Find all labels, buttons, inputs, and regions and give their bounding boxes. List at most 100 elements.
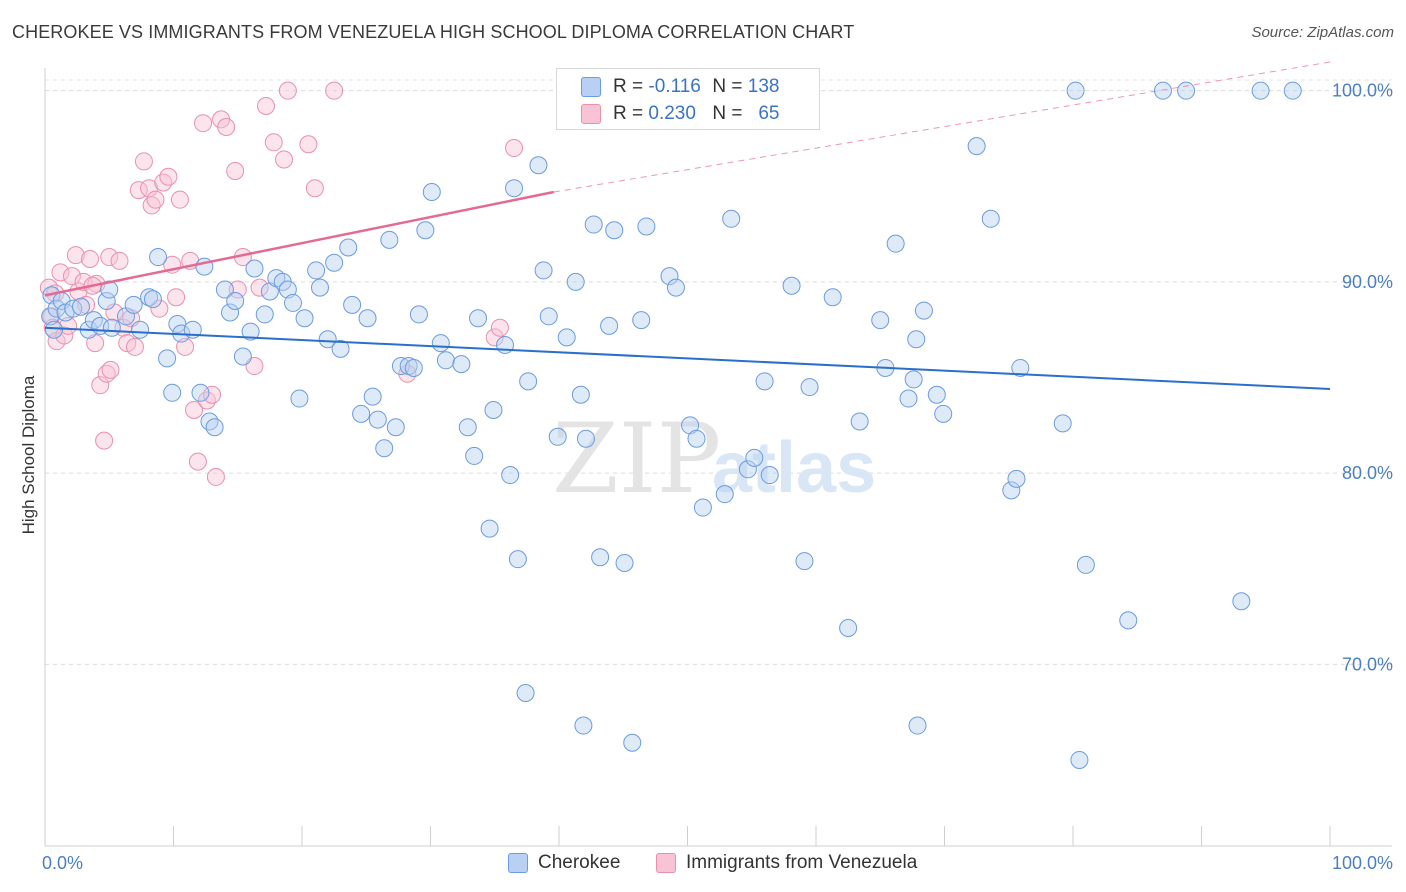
cherokee-point bbox=[1070, 750, 1089, 769]
cherokee-point bbox=[163, 383, 182, 402]
cherokee-point bbox=[871, 311, 890, 330]
venezuela-point bbox=[257, 96, 276, 115]
cherokee-point bbox=[722, 209, 741, 228]
cherokee-point bbox=[41, 307, 60, 326]
venezuela-point bbox=[66, 246, 85, 265]
cherokee-point bbox=[363, 387, 382, 406]
stats-row-venezuela: R = 0.230 N = 65 bbox=[581, 101, 779, 127]
cherokee-point bbox=[715, 485, 734, 504]
venezuela-point bbox=[95, 431, 114, 450]
r-label: R = bbox=[613, 76, 644, 97]
cherokee-point bbox=[899, 389, 918, 408]
venezuela-point bbox=[80, 249, 99, 268]
cherokee-point bbox=[693, 498, 712, 517]
venezuela-point bbox=[228, 280, 247, 299]
venezuela-point bbox=[125, 337, 144, 356]
cherokee-point bbox=[795, 552, 814, 571]
trend-lines bbox=[44, 61, 1331, 390]
cherokee-point bbox=[158, 349, 177, 368]
cherokee-point bbox=[584, 215, 603, 234]
venezuela-point bbox=[485, 328, 504, 347]
n-label: N = bbox=[712, 76, 743, 97]
cherokee-point bbox=[904, 370, 923, 389]
venezuela-point bbox=[305, 179, 324, 198]
venezuela-point bbox=[170, 190, 189, 209]
stats-row-cherokee: R = -0.116 N = 138 bbox=[581, 74, 779, 100]
venezuela-point bbox=[490, 318, 509, 337]
venezuela-point bbox=[264, 133, 283, 152]
r-value-venezuela: 0.230 bbox=[648, 103, 696, 124]
series-legend: Cherokee Immigrants from Venezuela bbox=[0, 852, 1406, 878]
legend-label-venezuela: Immigrants from Venezuela bbox=[686, 852, 918, 873]
legend-label-cherokee: Cherokee bbox=[538, 852, 621, 873]
venezuela-point bbox=[101, 360, 120, 379]
y-tick-label: 80.0% bbox=[1342, 463, 1393, 483]
cherokee-point bbox=[574, 716, 593, 735]
venezuela-point bbox=[226, 161, 245, 180]
cherokee-point bbox=[1119, 611, 1138, 630]
cherokee-point bbox=[436, 351, 455, 370]
cherokee-point bbox=[452, 355, 471, 374]
tick-labels: 70.0% 80.0% 90.0% 100.0% 0.0% 100.0% bbox=[42, 81, 1393, 873]
cherokee-point bbox=[967, 137, 986, 156]
cherokee-point bbox=[290, 389, 309, 408]
cherokee-point bbox=[191, 383, 210, 402]
venezuela-point bbox=[250, 278, 269, 297]
cherokee-point bbox=[907, 330, 926, 349]
cherokee-point bbox=[566, 272, 585, 291]
cherokee-point bbox=[368, 410, 387, 429]
n-value-cherokee: 138 bbox=[747, 76, 780, 97]
cherokee-point bbox=[71, 297, 90, 316]
n-value-venezuela: 65 bbox=[758, 103, 780, 124]
cherokee-point bbox=[358, 309, 377, 328]
venezuela-point bbox=[206, 467, 225, 486]
cherokee-point bbox=[102, 318, 121, 337]
chart-title: CHEROKEE VS IMMIGRANTS FROM VENEZUELA HI… bbox=[12, 22, 855, 42]
cherokee-point bbox=[934, 404, 953, 423]
cherokee-point bbox=[339, 238, 358, 257]
venezuela-point bbox=[146, 190, 165, 209]
venezuela-point bbox=[217, 118, 236, 137]
cherokee-point bbox=[660, 267, 679, 286]
venezuela-point bbox=[185, 401, 204, 420]
cherokee-point bbox=[745, 448, 764, 467]
venezuela-point bbox=[59, 316, 78, 335]
cherokee-point bbox=[325, 253, 344, 272]
cherokee-point bbox=[850, 412, 869, 431]
cherokee-point bbox=[1076, 555, 1095, 574]
cherokee-point bbox=[927, 385, 946, 404]
venezuela-point bbox=[110, 251, 129, 270]
cherokee-point bbox=[600, 316, 619, 335]
cherokee-point bbox=[782, 276, 801, 295]
cherokee-point bbox=[687, 429, 706, 448]
venezuela-point bbox=[55, 326, 74, 345]
cherokee-point bbox=[1053, 414, 1072, 433]
cherokee-point bbox=[44, 320, 63, 339]
venezuela-point bbox=[167, 288, 186, 307]
cherokee-point bbox=[310, 278, 329, 297]
cherokee-point bbox=[215, 280, 234, 299]
y-tick-label: 90.0% bbox=[1342, 272, 1393, 292]
cherokee-point bbox=[233, 347, 252, 366]
venezuela-point bbox=[245, 357, 264, 376]
cherokee-point bbox=[386, 418, 405, 437]
cherokee-point bbox=[637, 217, 656, 236]
cherokee-point bbox=[1251, 81, 1270, 100]
cherokee-point bbox=[42, 286, 61, 305]
cherokee-point bbox=[284, 293, 303, 312]
cherokee-point bbox=[605, 221, 624, 240]
venezuela-point bbox=[176, 337, 195, 356]
cherokee-point bbox=[534, 261, 553, 280]
cherokee-point bbox=[632, 311, 651, 330]
cherokee-point bbox=[404, 358, 423, 377]
y-tick-label: 70.0% bbox=[1342, 654, 1393, 674]
cherokee-point bbox=[221, 303, 240, 322]
venezuela-point bbox=[197, 391, 216, 410]
cherokee-point bbox=[760, 466, 779, 485]
cherokee-point bbox=[205, 418, 224, 437]
cherokee-point bbox=[529, 156, 548, 175]
cherokee-point bbox=[908, 716, 927, 735]
cherokee-point bbox=[519, 372, 538, 391]
cherokee-point bbox=[143, 290, 162, 309]
